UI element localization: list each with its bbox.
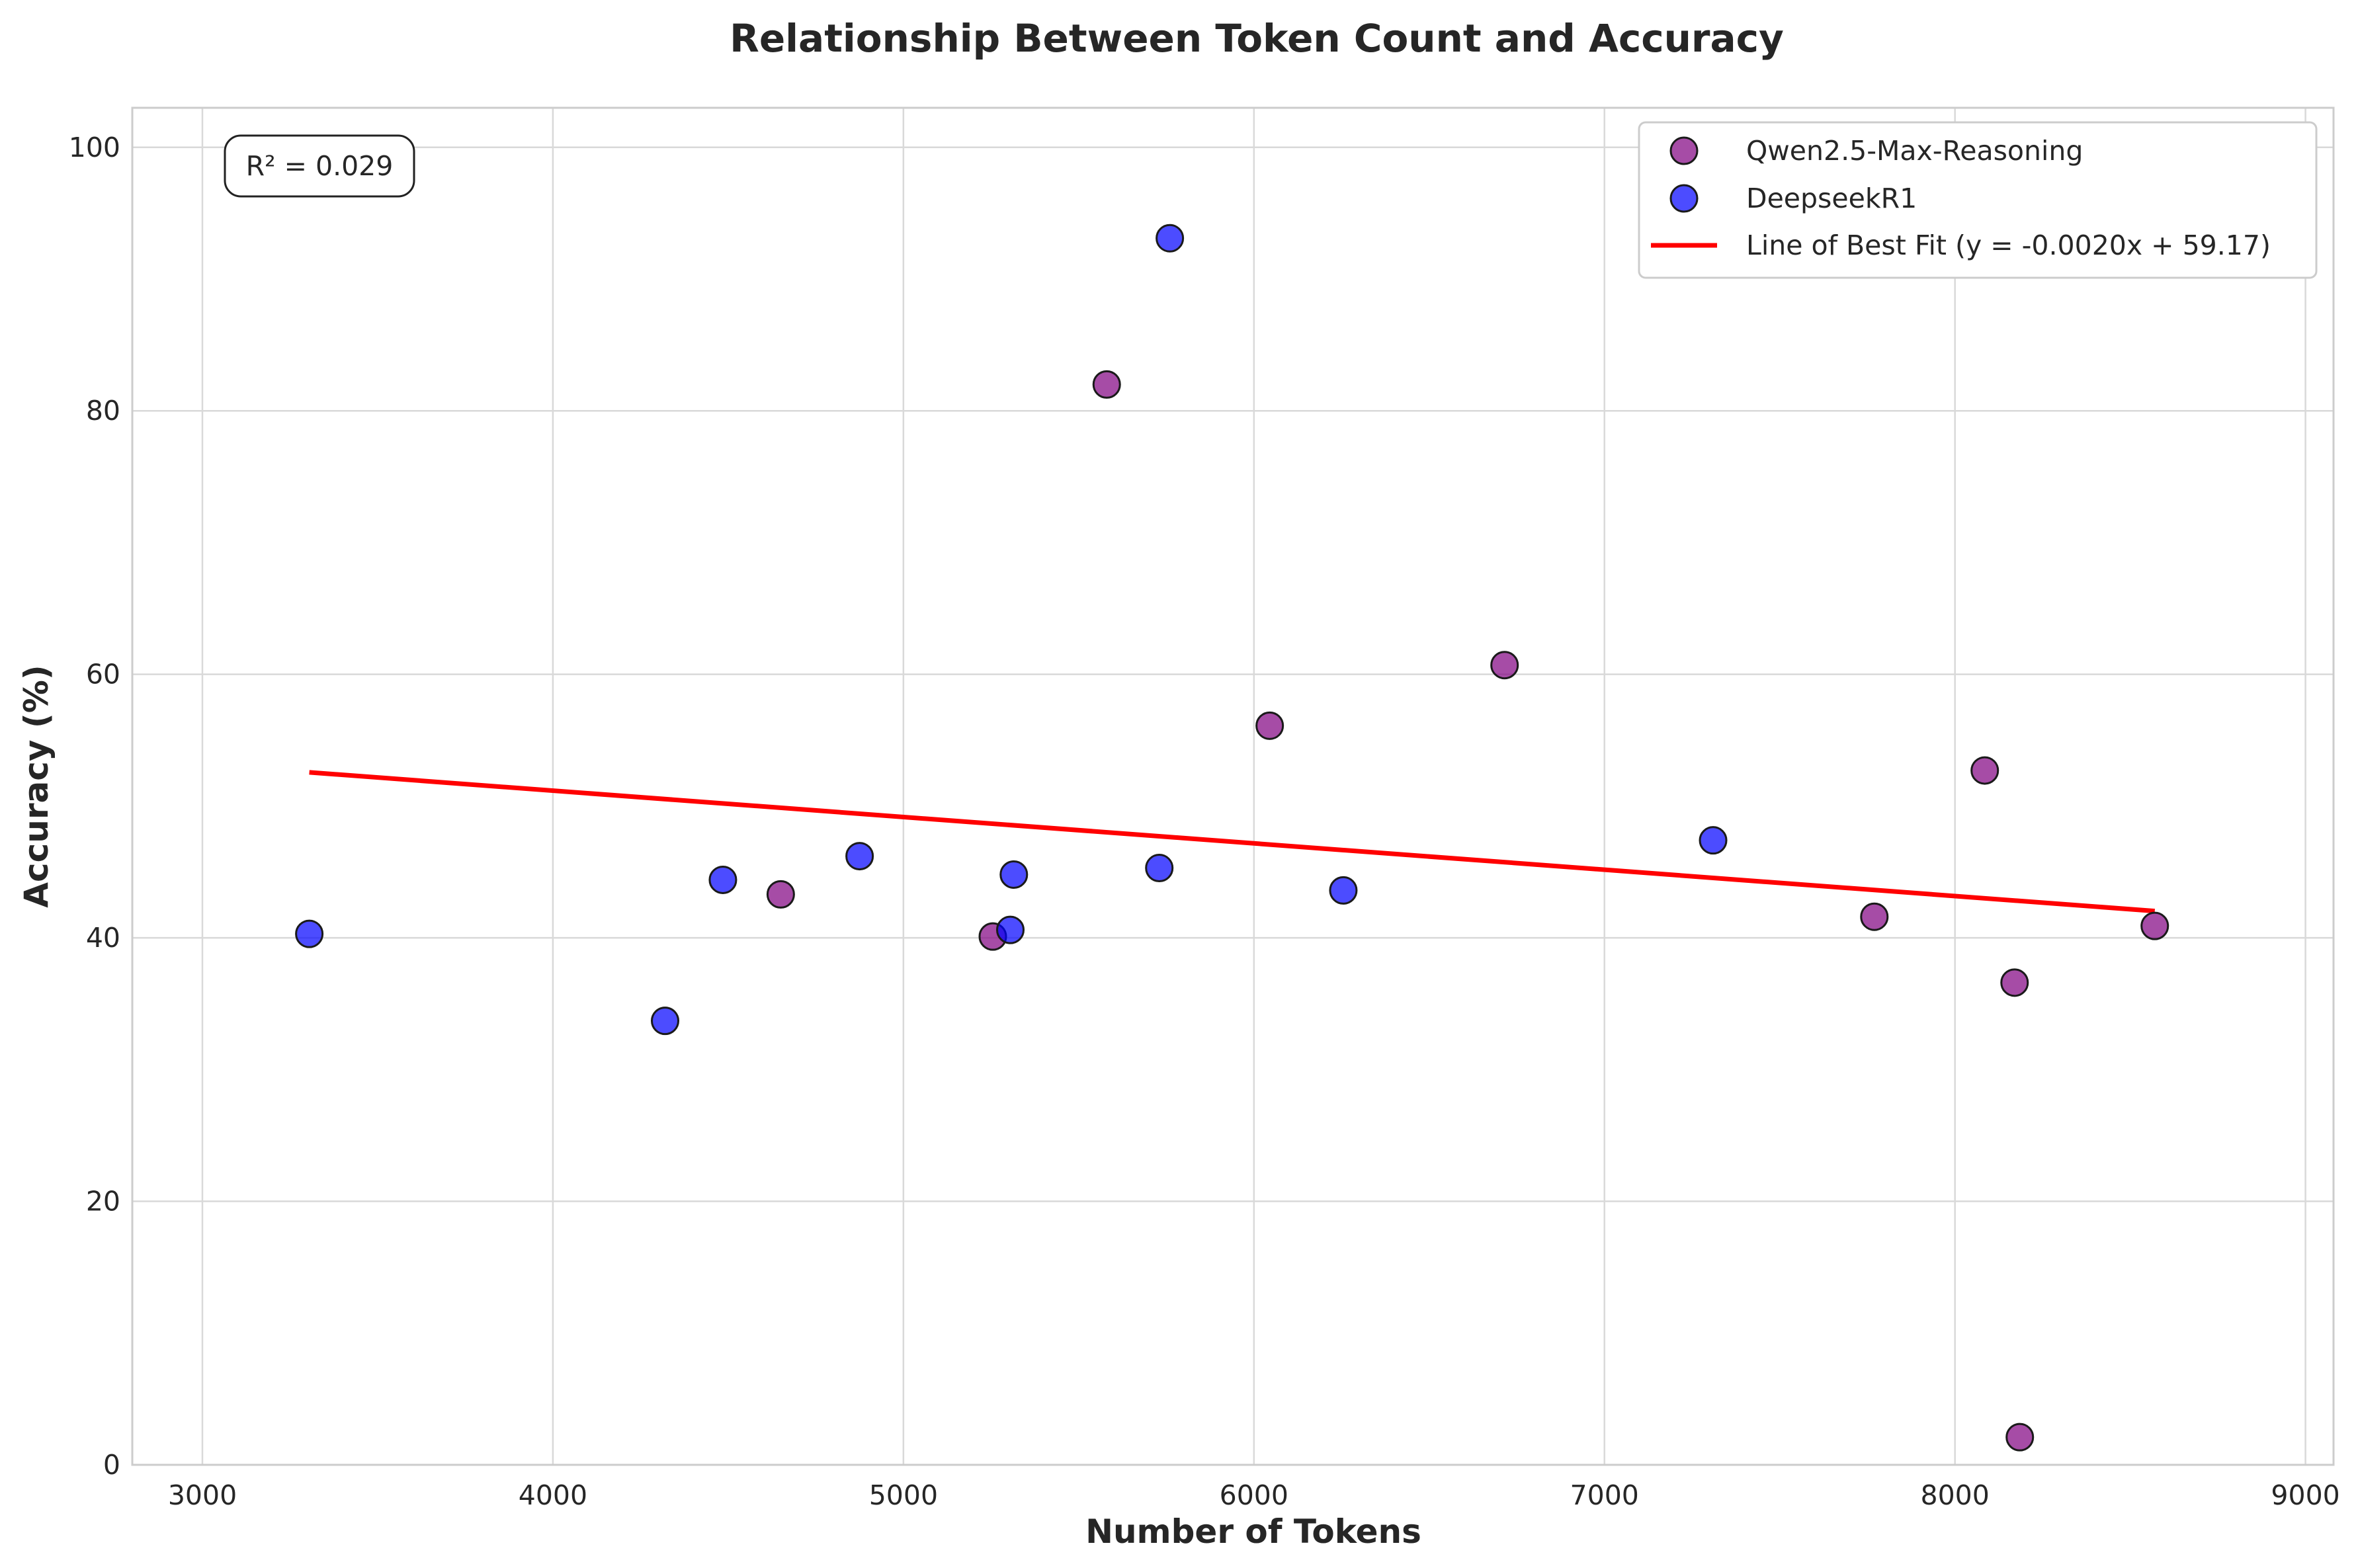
- deepseek-point: [1699, 826, 1728, 855]
- data-points: [295, 224, 2169, 1452]
- qwen-point: [1092, 370, 1121, 399]
- x-tick-label: 5000: [869, 1479, 938, 1511]
- qwen-point: [1860, 902, 1889, 931]
- deepseek-point: [295, 919, 324, 948]
- qwen-point: [1970, 756, 2000, 785]
- y-tick-label: 80: [86, 395, 120, 427]
- qwen-point: [2005, 1423, 2035, 1452]
- legend-label-deepseek: DeepseekR1: [1746, 183, 1917, 214]
- legend-marker-deepseek: [1669, 184, 1699, 213]
- r-squared-text: R² = 0.029: [246, 150, 394, 182]
- x-tick-label: 9000: [2271, 1479, 2339, 1511]
- legend-label-qwen: Qwen2.5-Max-Reasoning: [1746, 135, 2083, 167]
- deepseek-point: [651, 1007, 680, 1036]
- y-tick-label: 40: [86, 922, 120, 954]
- y-tick-label: 20: [86, 1186, 120, 1217]
- y-tick-label: 100: [69, 132, 120, 163]
- qwen-point: [2140, 911, 2169, 940]
- tick-labels: 3000 4000 5000 6000 7000 8000 9000 0 20 40 60 80 100: [69, 132, 2340, 1511]
- deepseek-point: [995, 915, 1025, 944]
- best-fit-line: [309, 770, 2155, 914]
- deepseek-point: [1145, 854, 1174, 883]
- y-tick-label: 0: [103, 1449, 120, 1481]
- y-tick-label: 60: [86, 659, 120, 690]
- r-squared-annotation: R² = 0.029: [224, 134, 415, 198]
- chart-title: Relationship Between Token Count and Acc…: [730, 16, 1784, 61]
- x-tick-label: 8000: [1920, 1479, 1989, 1511]
- deepseek-point: [845, 842, 874, 871]
- y-axis-label: Accuracy (%): [17, 665, 56, 907]
- legend: Qwen2.5-Max-Reasoning DeepseekR1 Line of…: [1638, 121, 2318, 279]
- qwen-point: [1255, 711, 1284, 740]
- legend-marker-qwen: [1669, 136, 1699, 165]
- qwen-point: [1490, 651, 1519, 680]
- qwen-point: [766, 880, 795, 909]
- x-tick-label: 4000: [519, 1479, 587, 1511]
- x-tick-label: 6000: [1220, 1479, 1288, 1511]
- plot-frame: [131, 106, 2335, 1466]
- qwen-point: [2000, 968, 2029, 997]
- x-axis-label: Number of Tokens: [1085, 1512, 1421, 1551]
- x-tick-label: 7000: [1570, 1479, 1639, 1511]
- deepseek-point: [1156, 224, 1185, 253]
- deepseek-point: [999, 860, 1029, 889]
- deepseek-point: [1329, 876, 1358, 905]
- x-tick-label: 3000: [168, 1479, 237, 1511]
- fit-line-layer: [309, 770, 2155, 914]
- legend-frame: [1638, 121, 2318, 279]
- annotation-box: [224, 134, 415, 198]
- legend-label-fit: Line of Best Fit (y = -0.0020x + 59.17): [1746, 229, 2271, 261]
- deepseek-point: [708, 865, 737, 894]
